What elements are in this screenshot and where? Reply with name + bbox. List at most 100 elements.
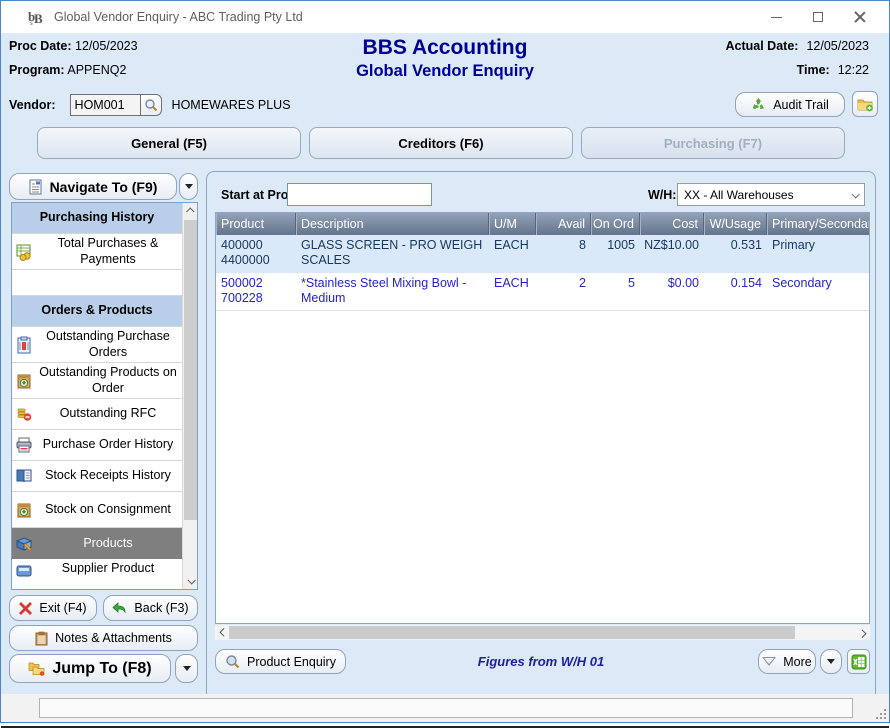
table-horizontal-scrollbar[interactable] — [215, 625, 870, 640]
sidebar-item-label: Total Purchases & Payments — [57, 235, 159, 266]
jump-to-dropdown-button[interactable] — [175, 654, 198, 683]
col-header-on-ord[interactable]: On Ord — [591, 213, 640, 235]
sidebar-item-products[interactable]: Products — [12, 528, 182, 559]
proc-date-value: 12/05/2023 — [75, 39, 138, 53]
sidebar-item-outstanding-products-on-order[interactable]: Outstanding Products on Order — [12, 363, 182, 399]
status-message-box — [39, 698, 853, 718]
horizontal-scroll-thumb[interactable] — [229, 626, 795, 639]
sidebar-item-label: Products — [83, 535, 133, 550]
cell-cost: NZ$10.00 — [644, 238, 699, 252]
notes-label: Notes & Attachments — [55, 631, 172, 645]
col-header-cost[interactable]: Cost — [640, 213, 704, 235]
scroll-left-button[interactable] — [215, 625, 230, 640]
scroll-up-button[interactable] — [183, 203, 197, 219]
sidebar-item-label: Purchase Order History — [42, 437, 174, 452]
exit-button[interactable]: Exit (F4) — [9, 595, 97, 621]
back-button[interactable]: Back (F3) — [103, 595, 198, 621]
chevron-down-icon — [827, 659, 835, 664]
printer-icon — [16, 437, 32, 453]
svg-text:s: s — [30, 19, 33, 26]
cell-um: EACH — [494, 238, 529, 252]
app-title: BBS Accounting — [362, 36, 528, 59]
sidebar-item-outstanding-rfc[interactable]: Outstanding RFC — [12, 399, 182, 430]
audit-trail-button[interactable]: Audit Trail — [735, 92, 845, 117]
cell-product: 400000 4400000 — [221, 238, 270, 268]
export-excel-button[interactable] — [847, 649, 870, 674]
jump-to-button[interactable]: Jump To (F8) — [9, 654, 171, 683]
col-header-product[interactable]: Product — [216, 213, 296, 235]
close-icon — [854, 11, 866, 23]
scroll-down-button[interactable] — [183, 573, 197, 589]
folder-add-icon — [857, 99, 873, 111]
screen-title: Global Vendor Enquiry — [356, 62, 534, 80]
sidebar-item-label: Outstanding RFC — [59, 406, 157, 421]
more-button[interactable]: More — [758, 649, 816, 674]
content-area: Proc Date: 12/05/2023 Program: APPENQ2 B… — [1, 33, 889, 728]
sidebar-header-label: Purchasing History — [39, 210, 155, 225]
purchases-icon — [16, 244, 31, 261]
program-label: Program: — [9, 63, 65, 77]
tab-general-label: General (F5) — [131, 135, 207, 151]
coins-icon — [17, 408, 32, 421]
search-icon — [225, 654, 240, 669]
vendor-name: HOMEWARES PLUS — [171, 98, 291, 112]
sidebar-item-stock-receipts-history[interactable]: Stock Receipts History — [12, 461, 182, 492]
back-arrow-icon — [112, 601, 127, 615]
cell-avail: 2 — [579, 275, 586, 290]
scroll-right-button[interactable] — [855, 625, 870, 640]
program-value: APPENQ2 — [67, 63, 127, 77]
start-at-prod-label: Start at Prod: — [221, 188, 301, 202]
col-header-avail[interactable]: Avail — [536, 213, 591, 235]
audit-trail-label: Audit Trail — [773, 97, 829, 112]
minimize-button[interactable] — [755, 1, 797, 33]
sidebar-item-purchase-order-history[interactable]: Purchase Order History — [12, 430, 182, 461]
col-header-primary-secondary[interactable]: Primary/Secondar — [767, 213, 869, 235]
vendor-search-button[interactable] — [139, 94, 162, 116]
sidebar-header-label: Orders & Products — [41, 303, 153, 318]
book-icon — [16, 469, 32, 483]
start-at-prod-input[interactable] — [287, 183, 432, 206]
folder-add-button[interactable] — [852, 91, 878, 117]
tab-general[interactable]: General (F5) — [37, 127, 301, 159]
sidebar-item-total-purchases[interactable]: Total Purchases & Payments — [12, 234, 182, 270]
col-header-w-usage[interactable]: W/Usage — [704, 213, 767, 235]
svg-text:b: b — [28, 9, 35, 24]
sidebar-scroll-thumb[interactable] — [184, 220, 197, 520]
cell-on-ord: 5 — [628, 275, 635, 290]
status-bar — [1, 694, 889, 722]
sidebar-item-label: Supplier Product — [61, 561, 155, 575]
sidebar-item-label: Outstanding Purchase Orders — [46, 328, 170, 359]
sidebar-scrollbar[interactable] — [182, 203, 197, 589]
sidebar-item-label: Stock Receipts History — [45, 468, 171, 483]
warehouse-select[interactable]: XX - All Warehouses — [677, 183, 865, 206]
header-right: Actual Date: 12/05/2023 Time: 12:22 — [726, 39, 870, 87]
cell-description: *Stainless Steel Mixing Bowl - Medium — [301, 275, 467, 305]
titlebar: b B s Global Vendor Enquiry - ABC Tradin… — [1, 1, 889, 33]
time-label: Time: — [796, 63, 830, 77]
navigate-to-label: Navigate To (F9) — [49, 178, 158, 195]
vendor-row: Vendor: HOMEWARES PLUS — [9, 93, 291, 117]
more-dropdown-button[interactable] — [820, 649, 842, 674]
notes-attachments-button[interactable]: Notes & Attachments — [9, 625, 198, 651]
form-icon — [29, 179, 43, 195]
sidebar-item-supplier-product[interactable]: Supplier Product — [12, 559, 182, 578]
vendor-code-input[interactable] — [69, 94, 140, 116]
col-header-um[interactable]: U/M — [489, 213, 536, 235]
navigate-to-button[interactable]: Navigate To (F9) — [9, 173, 177, 200]
exit-x-icon — [19, 601, 33, 615]
sidebar-item-outstanding-purchase-orders[interactable]: Outstanding Purchase Orders — [12, 327, 182, 363]
minimize-icon — [770, 16, 782, 18]
resize-grip-icon[interactable] — [874, 707, 886, 719]
table-row[interactable]: 500002 700228 *Stainless Steel Mixing Bow… — [216, 272, 869, 311]
sidebar-item-stock-on-consignment[interactable]: Stock on Consignment — [12, 492, 182, 528]
sidebar-item-label: Stock on Consignment — [45, 501, 171, 516]
navigate-to-dropdown-button[interactable] — [179, 173, 198, 200]
table-row[interactable]: 400000 4400000 GLASS SCREEN - PRO WEIGH S… — [216, 235, 869, 273]
close-button[interactable] — [839, 1, 881, 33]
product-enquiry-button[interactable]: Product Enquiry — [215, 649, 346, 674]
col-header-description[interactable]: Description — [296, 213, 489, 235]
tab-creditors[interactable]: Creditors (F6) — [309, 127, 573, 159]
maximize-button[interactable] — [797, 1, 839, 33]
cell-primary-secondary: Secondary — [772, 275, 832, 290]
cell-um: EACH — [494, 275, 529, 290]
